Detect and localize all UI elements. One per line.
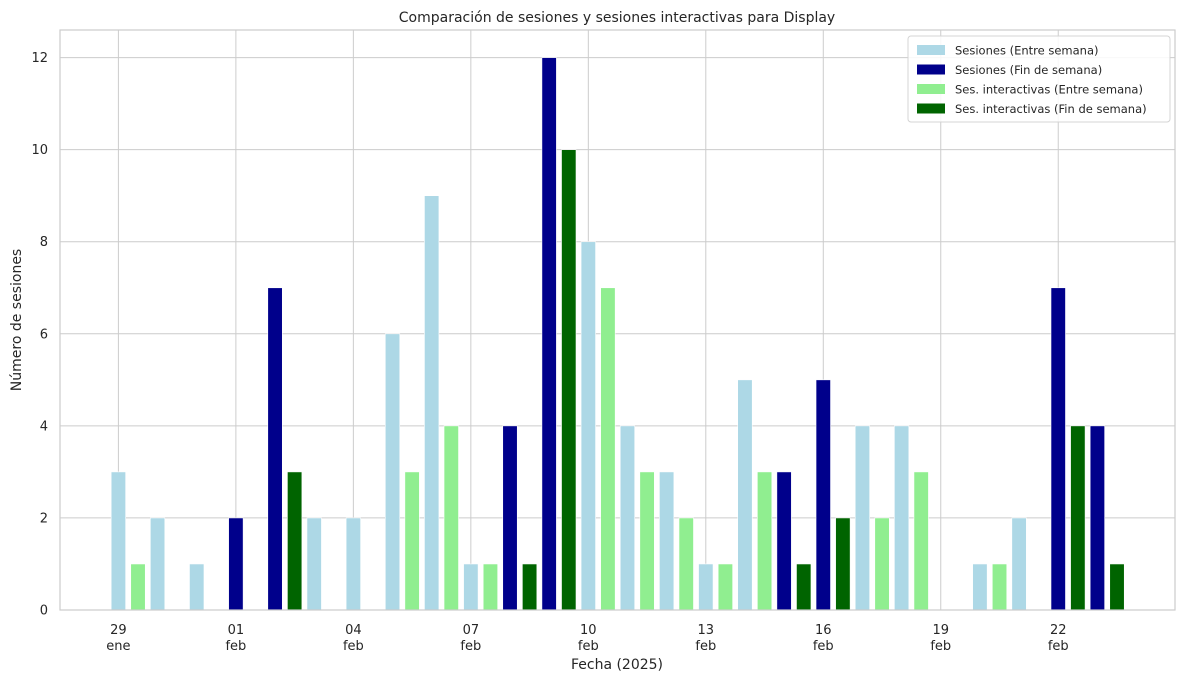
bar-1	[972, 563, 988, 611]
bar-3	[874, 517, 890, 611]
bar-2	[541, 57, 557, 611]
bar-4	[522, 563, 538, 611]
bar-4	[287, 471, 303, 611]
bar-3	[717, 563, 733, 611]
legend-swatch	[917, 64, 945, 75]
bar-3	[443, 425, 459, 611]
x-tick-sublabel: feb	[1048, 639, 1069, 654]
x-tick-label: 13	[698, 623, 715, 638]
bar-2	[228, 517, 244, 611]
y-tick-label: 12	[31, 51, 48, 66]
bar-3	[130, 563, 146, 611]
bar-1	[659, 471, 675, 611]
x-tick-sublabel: feb	[695, 639, 716, 654]
bar-4	[561, 149, 577, 611]
bar-1	[894, 425, 910, 611]
bar-3	[600, 287, 616, 611]
legend-box	[907, 35, 1171, 123]
bar-3	[991, 563, 1008, 611]
bar-2	[1050, 287, 1066, 611]
x-tick-sublabel: feb	[930, 639, 951, 654]
bar-1	[110, 471, 126, 611]
legend-swatch	[917, 84, 945, 94]
bar-1	[345, 517, 361, 611]
bar-4	[1109, 563, 1125, 611]
ticks: 02468101229ene01feb04feb07feb10feb13feb1…	[31, 51, 1068, 654]
x-tick-label: 29	[110, 623, 127, 638]
bar-1	[463, 563, 479, 611]
y-tick-label: 8	[40, 235, 48, 250]
bar-4	[835, 517, 851, 611]
x-tick-sublabel: feb	[343, 639, 364, 654]
y-tick-label: 2	[40, 511, 48, 526]
legend: Sesiones (Entre semana) Sesiones (Fin de …	[907, 35, 1171, 123]
bar-1	[619, 425, 636, 611]
bar-4	[796, 563, 812, 611]
bar-1	[1011, 517, 1027, 611]
bar-3	[482, 563, 498, 611]
bar-2	[776, 471, 792, 611]
bar-2	[267, 287, 283, 611]
bar-1	[698, 563, 714, 611]
legend-swatch	[917, 45, 945, 55]
bar-3	[757, 471, 773, 611]
y-tick-label: 10	[31, 143, 48, 158]
chart-title: Comparación de sesiones y sesiones inter…	[399, 10, 835, 26]
bar-3	[913, 471, 929, 611]
legend-label: Ses. interactivas (Entre semana)	[955, 83, 1143, 97]
y-tick-label: 4	[40, 419, 48, 434]
bar-1	[424, 195, 440, 611]
bar-2	[1089, 425, 1105, 611]
legend-swatch	[917, 103, 945, 114]
y-axis-label: Número de sesiones	[9, 249, 25, 391]
bar-4	[1070, 425, 1086, 611]
bar-1	[384, 333, 401, 611]
bar-1	[306, 517, 322, 611]
bar-3	[404, 471, 420, 611]
x-tick-label: 01	[228, 623, 245, 638]
x-tick-label: 16	[815, 623, 832, 638]
bar-1	[854, 425, 870, 611]
bar-1	[737, 379, 753, 611]
legend-label: Sesiones (Entre semana)	[955, 44, 1099, 58]
bar-2	[815, 379, 831, 611]
x-tick-sublabel: feb	[225, 639, 246, 654]
legend-label: Ses. interactivas (Fin de semana)	[955, 102, 1147, 116]
y-tick-label: 0	[40, 604, 48, 619]
x-tick-label: 07	[463, 623, 480, 638]
legend-label: Sesiones (Fin de semana)	[955, 63, 1102, 77]
bar-3	[639, 471, 655, 611]
x-tick-label: 19	[932, 623, 949, 638]
bar-1	[189, 563, 205, 611]
bar-2	[502, 425, 518, 611]
x-axis-label: Fecha (2025)	[571, 657, 663, 673]
y-tick-label: 6	[40, 327, 48, 342]
bar-1	[580, 241, 596, 611]
x-tick-sublabel: ene	[106, 639, 130, 654]
plot-frame	[59, 29, 1176, 611]
bar-1	[150, 517, 166, 611]
x-tick-label: 04	[345, 623, 362, 638]
bar-3	[678, 517, 694, 611]
x-tick-sublabel: feb	[460, 639, 481, 654]
x-tick-label: 10	[580, 623, 597, 638]
x-tick-label: 22	[1050, 623, 1067, 638]
bars	[110, 57, 1125, 611]
x-tick-sublabel: feb	[578, 639, 599, 654]
x-tick-sublabel: feb	[813, 639, 834, 654]
